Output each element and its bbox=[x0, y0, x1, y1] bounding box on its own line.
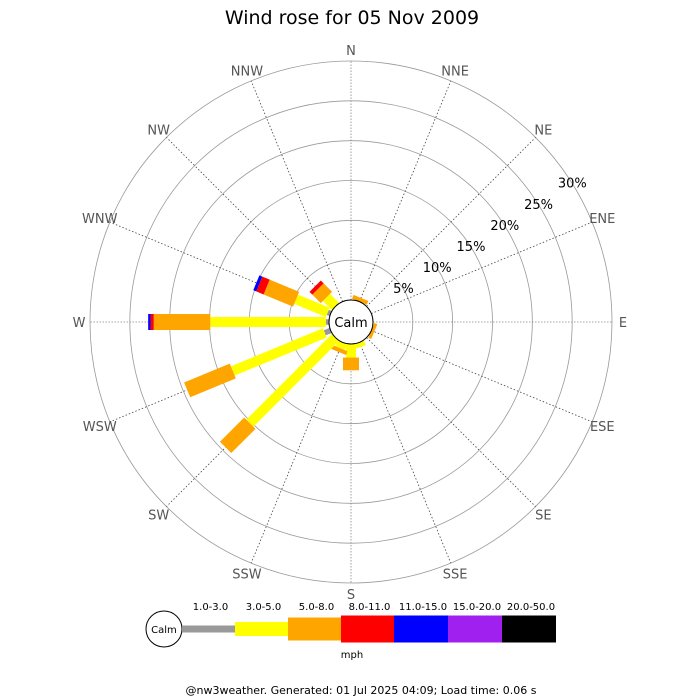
wind-bars bbox=[148, 275, 378, 454]
percent-label: 15% bbox=[457, 240, 486, 255]
percent-labels: 5% 10% 15% 20% 25% 30% bbox=[393, 177, 587, 298]
percent-label: 5% bbox=[393, 282, 414, 297]
direction-label-sse: SSE bbox=[443, 567, 468, 582]
legend-unit: mph bbox=[341, 650, 363, 661]
spoke-ssw bbox=[250, 342, 343, 564]
legend-swatch-0 bbox=[182, 625, 235, 633]
percent-label: 30% bbox=[558, 177, 587, 192]
legend-bin-label: 3.0-5.0 bbox=[246, 602, 281, 613]
legend-labels: 1.0-3.0 3.0-5.0 5.0-8.0 8.0-11.0 11.0-15.0 15… bbox=[193, 602, 555, 613]
percent-label: 10% bbox=[423, 261, 452, 276]
direction-label-sw: SW bbox=[148, 508, 169, 523]
bar-sse-1 bbox=[354, 340, 366, 349]
spoke-nw bbox=[166, 137, 336, 307]
legend: Calm 1.0-3.0 3.0-5.0 5.0-8.0 8.0-11.0 11.0-1… bbox=[145, 602, 556, 661]
direction-label-ssw: SSW bbox=[232, 567, 262, 582]
legend-swatches bbox=[182, 615, 556, 643]
direction-label-ese: ESE bbox=[590, 420, 615, 435]
bar-wnw-4 bbox=[253, 275, 263, 292]
bar-wsw-2 bbox=[184, 363, 236, 398]
legend-swatch-2 bbox=[288, 617, 341, 641]
bar-nne-2 bbox=[352, 294, 369, 305]
legend-bin-label: 1.0-3.0 bbox=[193, 602, 228, 613]
bar-wsw-0 bbox=[323, 327, 332, 336]
legend-bin-label: 5.0-8.0 bbox=[299, 602, 334, 613]
percent-label: 25% bbox=[524, 198, 553, 213]
bar-nw-1 bbox=[322, 293, 339, 310]
direction-label-s: S bbox=[347, 588, 355, 603]
bar-wnw-1 bbox=[294, 294, 330, 317]
direction-labels: N NNE NE ENE E ESE SE SSE S SSW SW WSW W WNW NW NNW bbox=[73, 44, 628, 603]
calm-label: Calm bbox=[334, 316, 367, 331]
chart-title: Wind rose for 05 Nov 2009 bbox=[225, 7, 479, 29]
legend-bin-label: 15.0-20.0 bbox=[453, 602, 501, 613]
bar-ese-2 bbox=[368, 323, 378, 340]
legend-bin-label: 11.0-15.0 bbox=[399, 602, 447, 613]
spoke-sse bbox=[359, 342, 452, 564]
bar-wnw-2 bbox=[263, 279, 300, 307]
direction-label-se: SE bbox=[535, 508, 551, 523]
footer-text: @nw3weather. Generated: 01 Jul 2025 04:0… bbox=[186, 684, 537, 697]
spoke-ese bbox=[371, 330, 593, 423]
direction-label-w: W bbox=[73, 316, 86, 331]
percent-label: 20% bbox=[490, 219, 519, 234]
direction-label-nne: NNE bbox=[441, 65, 469, 80]
legend-calm-label: Calm bbox=[151, 625, 177, 636]
bar-ssw-1 bbox=[335, 340, 348, 351]
bar-wnw-3 bbox=[256, 276, 270, 295]
legend-swatch-6 bbox=[502, 615, 556, 643]
legend-bin-label: 8.0-11.0 bbox=[349, 602, 391, 613]
legend-swatch-5 bbox=[448, 615, 502, 643]
grid-ring bbox=[89, 60, 613, 584]
bar-nw-2 bbox=[312, 283, 333, 304]
direction-label-nnw: NNW bbox=[231, 65, 263, 80]
spoke-se bbox=[366, 337, 536, 507]
direction-label-nw: NW bbox=[147, 124, 170, 139]
direction-label-n: N bbox=[346, 44, 356, 59]
direction-label-e: E bbox=[619, 316, 627, 331]
bar-sw-1 bbox=[246, 334, 339, 427]
calm-circle bbox=[328, 299, 374, 345]
direction-label-wsw: WSW bbox=[83, 420, 117, 435]
legend-swatch-1 bbox=[235, 622, 288, 636]
calm-center: Calm bbox=[328, 299, 374, 345]
direction-spokes bbox=[90, 61, 612, 583]
bar-ssw-2 bbox=[331, 345, 348, 355]
direction-label-ene: ENE bbox=[589, 212, 615, 227]
bar-wsw-1 bbox=[230, 328, 327, 376]
spoke-ene bbox=[371, 221, 593, 314]
bar-nw-3 bbox=[309, 280, 324, 295]
spoke-nnw bbox=[250, 80, 343, 302]
legend-swatch-3 bbox=[341, 615, 394, 643]
bar-wnw-0 bbox=[326, 309, 332, 317]
spoke-ne bbox=[366, 137, 536, 307]
direction-label-wnw: WNW bbox=[82, 212, 118, 227]
spoke-nne bbox=[359, 80, 452, 302]
legend-bin-label: 20.0-50.0 bbox=[507, 602, 555, 613]
bar-sw-2 bbox=[219, 417, 256, 454]
legend-swatch-4 bbox=[394, 615, 448, 643]
direction-label-ne: NE bbox=[534, 124, 552, 139]
